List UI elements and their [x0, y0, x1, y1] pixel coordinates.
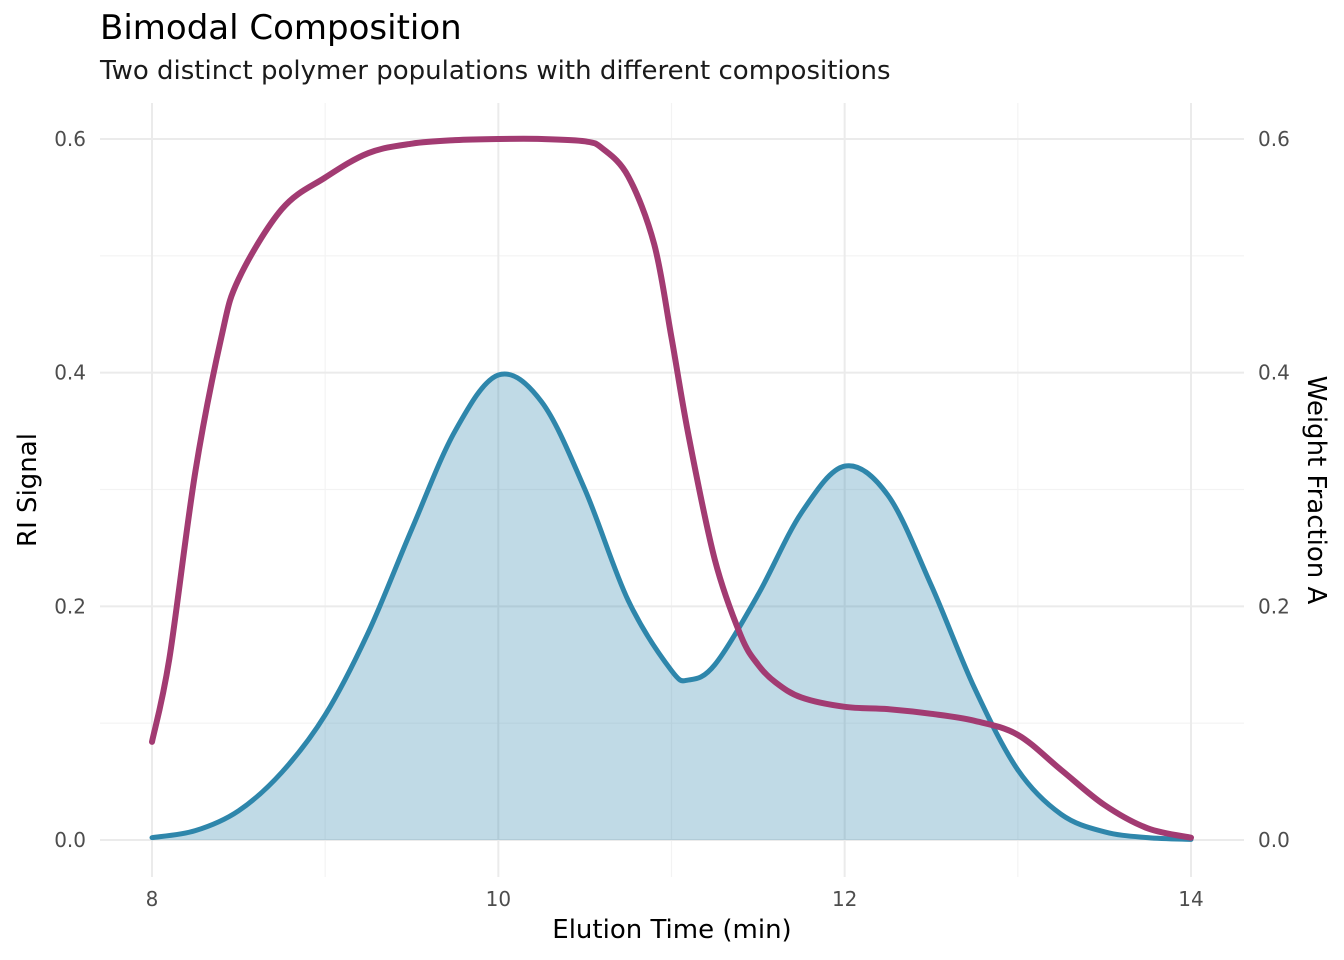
chart-title: Bimodal Composition [100, 8, 462, 48]
y2-tick-label: 0.2 [1258, 594, 1290, 618]
y2-tick-label: 0.4 [1258, 361, 1290, 385]
x-tick-label: 8 [146, 887, 159, 911]
tick-layer: 8 10 12 14 0.0 0.2 0.4 0.6 0.0 0.2 0.4 0.6 [54, 127, 1290, 911]
chart-subtitle: Two distinct polymer populations with di… [100, 56, 891, 86]
x-axis-title: Elution Time (min) [552, 915, 791, 945]
area-layer [152, 373, 1191, 840]
x-tick-label: 14 [1178, 887, 1203, 911]
x-tick-label: 12 [832, 887, 857, 911]
weight-fraction-line [149, 135, 1194, 841]
y-tick-label: 0.6 [54, 127, 86, 151]
y2-tick-label: 0.0 [1258, 828, 1290, 852]
y-axis-title: RI Signal [13, 433, 43, 547]
grid-layer [100, 103, 1244, 877]
x-tick-label: 10 [486, 887, 511, 911]
line-layer [149, 135, 1194, 842]
y-tick-label: 0.2 [54, 594, 86, 618]
y-tick-label: 0.4 [54, 361, 86, 385]
y2-tick-label: 0.6 [1258, 127, 1290, 151]
y-tick-label: 0.0 [54, 828, 86, 852]
y2-axis-title: Weight Fraction A [1301, 376, 1331, 605]
ri-signal-area [152, 373, 1191, 840]
